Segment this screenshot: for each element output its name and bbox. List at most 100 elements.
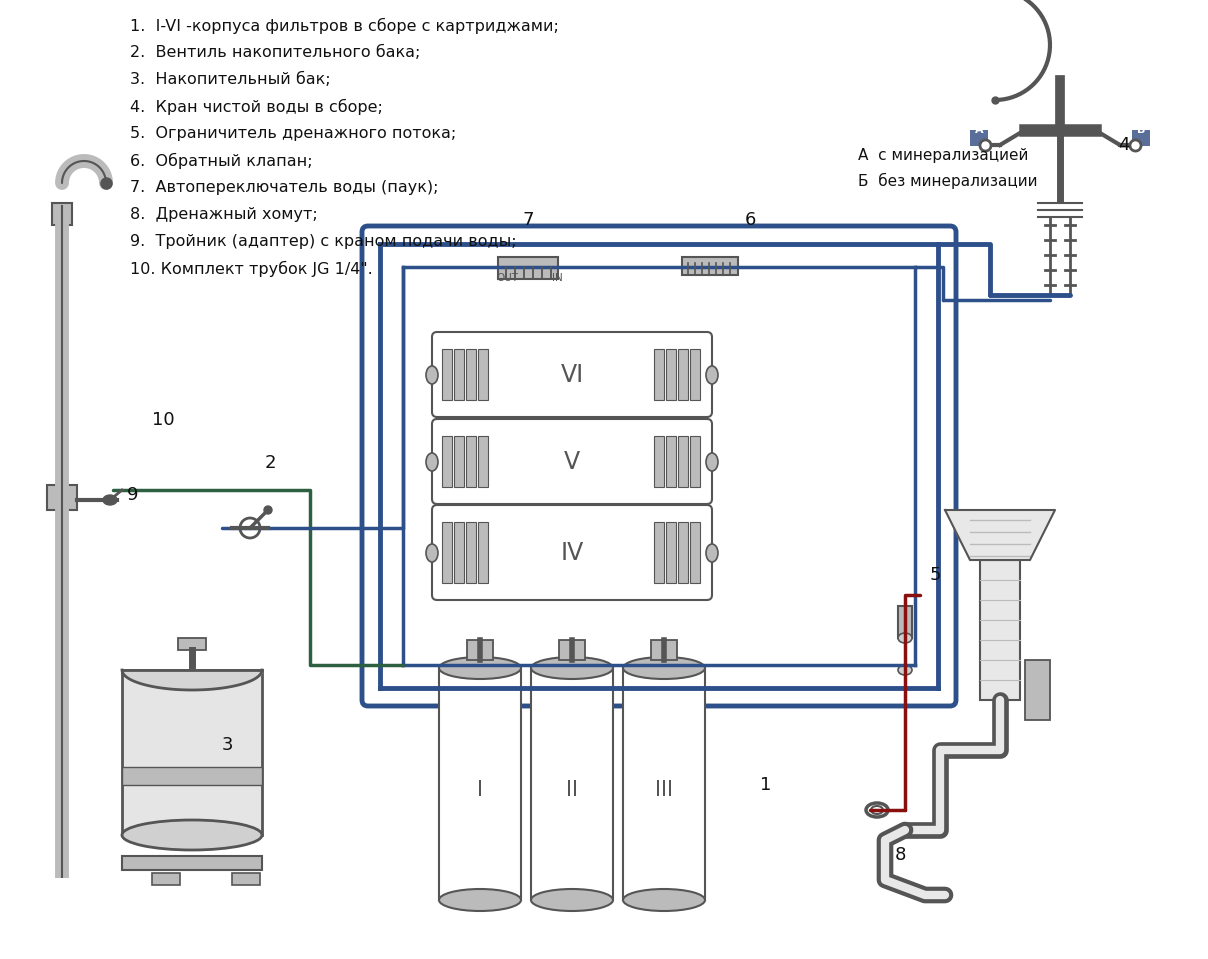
Text: VI: VI [561, 363, 583, 387]
Bar [466, 436, 476, 487]
Text: 9.  Тройник (адаптер) с краном подачи воды;: 9. Тройник (адаптер) с краном подачи вод… [130, 234, 517, 249]
Bar [454, 349, 464, 400]
Text: IV: IV [561, 541, 583, 565]
Bar [666, 522, 676, 583]
Bar [178, 638, 207, 650]
Bar [466, 349, 476, 400]
Ellipse shape [426, 544, 439, 562]
Bar [478, 436, 488, 487]
Bar [52, 203, 72, 225]
Ellipse shape [705, 544, 718, 562]
FancyBboxPatch shape [432, 419, 712, 504]
Text: 7: 7 [522, 211, 534, 229]
Bar [122, 856, 262, 870]
Bar [970, 130, 988, 146]
Bar [122, 670, 262, 835]
Ellipse shape [623, 657, 705, 679]
Text: OUT: OUT [496, 273, 518, 283]
Ellipse shape [103, 495, 117, 505]
Text: III: III [655, 780, 673, 800]
Bar [654, 522, 664, 583]
FancyBboxPatch shape [362, 226, 956, 706]
Ellipse shape [532, 889, 612, 911]
Bar [898, 606, 912, 638]
Bar [654, 349, 664, 400]
Bar [559, 640, 585, 660]
Bar [454, 436, 464, 487]
Text: 5: 5 [930, 566, 941, 584]
Bar [122, 767, 262, 785]
Text: 2.  Вентиль накопительного бака;: 2. Вентиль накопительного бака; [130, 45, 420, 60]
Bar [439, 668, 521, 900]
Text: 3.  Накопительный бак;: 3. Накопительный бак; [130, 72, 331, 87]
Bar [498, 257, 558, 279]
Text: Б  без минерализации: Б без минерализации [858, 173, 1038, 189]
Ellipse shape [265, 506, 272, 514]
Text: 10: 10 [152, 411, 175, 429]
Ellipse shape [623, 889, 705, 911]
Bar [152, 873, 180, 885]
Bar [454, 522, 464, 583]
Bar [690, 349, 699, 400]
Ellipse shape [122, 820, 262, 850]
Ellipse shape [898, 633, 912, 643]
Bar [623, 668, 705, 900]
Text: 2: 2 [265, 454, 277, 472]
Bar [980, 560, 1020, 700]
Text: 8: 8 [895, 846, 906, 864]
Text: 4: 4 [1117, 136, 1129, 154]
Text: А: А [975, 125, 983, 135]
Text: 1: 1 [760, 776, 772, 794]
Text: IN: IN [552, 273, 563, 283]
Ellipse shape [898, 665, 912, 675]
Bar [478, 349, 488, 400]
Bar [478, 522, 488, 583]
Ellipse shape [439, 657, 521, 679]
Text: V: V [564, 450, 580, 474]
Bar [683, 257, 738, 275]
Bar [666, 436, 676, 487]
Text: 6.  Обратный клапан;: 6. Обратный клапан; [130, 153, 313, 169]
Bar [666, 349, 676, 400]
Bar [1132, 130, 1150, 146]
Ellipse shape [426, 453, 439, 471]
Bar [651, 640, 676, 660]
Text: Б: Б [1137, 125, 1145, 135]
Text: 4.  Кран чистой воды в сборе;: 4. Кран чистой воды в сборе; [130, 99, 383, 115]
FancyBboxPatch shape [432, 505, 712, 600]
Ellipse shape [426, 366, 439, 384]
Bar [690, 522, 699, 583]
Bar [678, 522, 689, 583]
Ellipse shape [532, 657, 612, 679]
Bar [678, 349, 689, 400]
Bar [467, 640, 493, 660]
Text: 9: 9 [127, 486, 139, 504]
Text: 10. Комплект трубок JG 1/4".: 10. Комплект трубок JG 1/4". [130, 261, 373, 277]
Bar [442, 349, 452, 400]
Text: 7.  Автопереключатель воды (паук);: 7. Автопереключатель воды (паук); [130, 180, 439, 195]
Bar [690, 436, 699, 487]
Text: 5.  Ограничитель дренажного потока;: 5. Ограничитель дренажного потока; [130, 126, 457, 141]
Ellipse shape [705, 366, 718, 384]
Bar [232, 873, 260, 885]
Bar [47, 485, 77, 510]
Bar [442, 522, 452, 583]
Text: А  с минерализацией: А с минерализацией [858, 148, 1028, 163]
Polygon shape [945, 510, 1055, 560]
Text: II: II [567, 780, 577, 800]
Text: 6: 6 [744, 211, 756, 229]
Bar [678, 436, 689, 487]
Ellipse shape [439, 889, 521, 911]
Bar [654, 436, 664, 487]
Circle shape [240, 518, 260, 538]
Bar [532, 668, 612, 900]
Text: 8.  Дренажный хомут;: 8. Дренажный хомут; [130, 207, 318, 222]
Text: I: I [477, 780, 483, 800]
Bar [442, 436, 452, 487]
Bar [466, 522, 476, 583]
Text: 1.  I-VI -корпуса фильтров в сборе с картриджами;: 1. I-VI -корпуса фильтров в сборе с карт… [130, 18, 559, 35]
Ellipse shape [705, 453, 718, 471]
Text: 3: 3 [222, 736, 233, 754]
Bar [1026, 660, 1050, 720]
FancyBboxPatch shape [432, 332, 712, 417]
